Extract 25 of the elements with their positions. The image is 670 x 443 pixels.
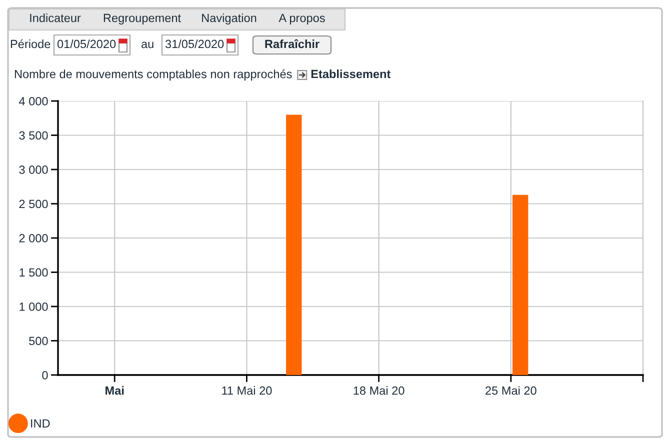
text: Navigation (202, 14, 256, 25)
y-tick-label: 2 500 (19, 200, 48, 208)
y-tick-label: 2 000 (19, 234, 48, 242)
x-tick-label: 25 Mai 20 (486, 386, 536, 395)
text: A propos (278, 14, 325, 25)
legend-label: IND (31, 419, 50, 428)
text: Indicateur (30, 14, 81, 22)
y-tick-label: 3 000 (19, 166, 48, 174)
y-tick-label: 500 (29, 336, 48, 346)
chart-title: Nombre de mouvements comptables non rapprochés (14, 69, 292, 81)
x-tick-label: 11 Mai 20 (222, 386, 272, 395)
y-tick-label: 0 (42, 371, 48, 380)
text: au (142, 42, 154, 48)
text: Regroupement (104, 14, 181, 25)
text: 01/05/2020 (57, 40, 116, 48)
x-tick-label: 18 Mai 20 (354, 386, 404, 395)
text: 31/05/2020 (165, 40, 224, 48)
text: Rafraîchir (265, 39, 320, 48)
y-tick-label: 1 000 (20, 302, 48, 311)
chart-subtitle: Etablissement (311, 70, 391, 78)
y-tick-label: 4 000 (19, 97, 48, 106)
text: Période (10, 39, 50, 48)
y-tick-label: 1 500 (20, 268, 48, 277)
y-tick-label: 3 500 (19, 131, 48, 140)
x-tick-label: Mai (106, 386, 124, 395)
